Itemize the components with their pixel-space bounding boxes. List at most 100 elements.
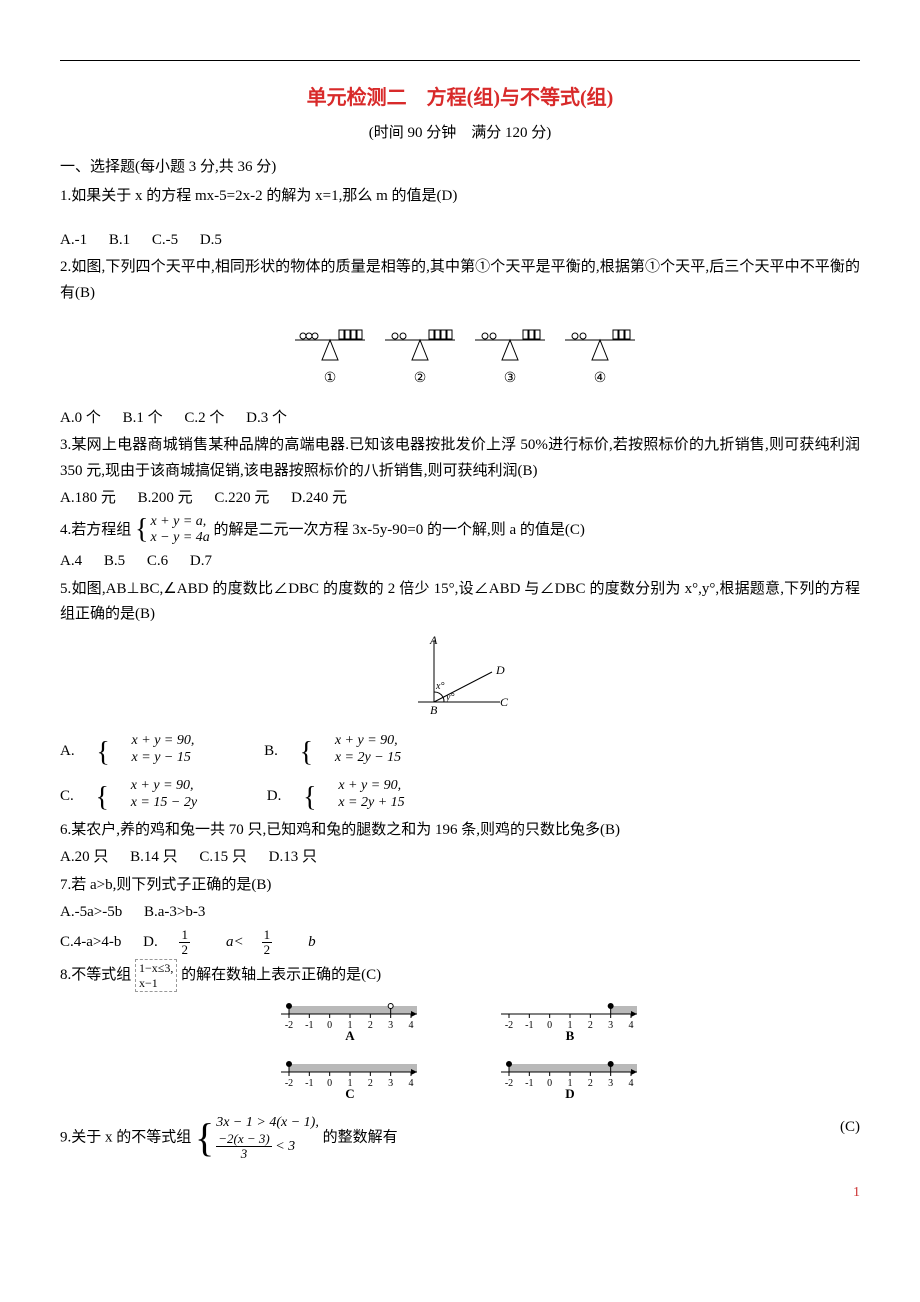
q6-opt-d: D.13 只 — [269, 845, 317, 871]
page-subtitle: (时间 90 分钟 满分 120 分) — [60, 121, 860, 147]
svg-text:D: D — [565, 1086, 574, 1100]
q3-opt-d: D.240 元 — [291, 486, 347, 512]
q1-options: A.-1 B.1 C.-5 D.5 — [60, 228, 860, 254]
q8-numline-a: -2-101234A — [275, 998, 425, 1052]
svg-text:3: 3 — [608, 1020, 613, 1031]
svg-text:0: 0 — [327, 1078, 332, 1089]
q7-opt-a: A.-5a>-5b — [60, 900, 122, 926]
svg-text:-1: -1 — [305, 1078, 313, 1089]
q8-boxed: 1−x≤3,x−1 — [135, 959, 177, 992]
q5-options-row2: C. { x + y = 90, x = 15 − 2y D. { x + y … — [60, 778, 860, 815]
q3-opt-c: C.220 元 — [214, 486, 269, 512]
svg-text:0: 0 — [327, 1020, 332, 1031]
q5-choice-a-label: A. — [60, 739, 75, 765]
svg-text:2: 2 — [368, 1078, 373, 1089]
q4-opt-d: D.7 — [190, 549, 212, 575]
q4-opt-b: B.5 — [104, 549, 125, 575]
q4-options: A.4 B.5 C.6 D.7 — [60, 549, 860, 575]
q5-d-row1: x + y = 90, — [338, 778, 404, 795]
q8-numline-b: -2-101234B — [495, 998, 645, 1052]
q6-opt-c: C.15 只 — [199, 845, 247, 871]
svg-text:3: 3 — [388, 1078, 393, 1089]
svg-text:2: 2 — [588, 1020, 593, 1031]
q5-c-row2: x = 15 − 2y — [131, 795, 197, 812]
svg-text:-1: -1 — [305, 1020, 313, 1031]
q4: 4.若方程组 { x + y = a, x − y = 4a 的解是二元一次方程… — [60, 514, 860, 548]
q8-numline-c: -2-101234C — [275, 1056, 425, 1110]
q5-a-row2: x = y − 15 — [132, 750, 195, 767]
q1-opt-a: A.-1 — [60, 228, 87, 254]
q3-options: A.180 元 B.200 元 C.220 元 D.240 元 — [60, 486, 860, 512]
q5-label-y: y° — [445, 692, 454, 703]
q5-label-D: D — [495, 663, 505, 677]
q2-label-3: ③ — [504, 371, 517, 386]
q6-options: A.20 只 B.14 只 C.15 只 D.13 只 — [60, 845, 860, 871]
q4-opt-a: A.4 — [60, 549, 82, 575]
q6-opt-a: A.20 只 — [60, 845, 108, 871]
svg-text:-2: -2 — [285, 1078, 293, 1089]
q5-b-row2: x = 2y − 15 — [335, 750, 401, 767]
q5-choice-d-label: D. — [267, 784, 282, 810]
q4-sys-row1: x + y = a, — [150, 514, 209, 531]
svg-text:-2: -2 — [505, 1020, 513, 1031]
q1-opt-c: C.-5 — [152, 228, 178, 254]
top-rule — [60, 60, 860, 61]
svg-text:4: 4 — [409, 1078, 414, 1089]
q6-text: 6.某农户,养的鸡和兔一共 70 只,已知鸡和兔的腿数之和为 196 条,则鸡的… — [60, 818, 860, 844]
q2-label-2: ② — [414, 371, 427, 386]
svg-text:-2: -2 — [505, 1078, 513, 1089]
svg-text:B: B — [566, 1028, 575, 1042]
q5-text: 5.如图,AB⊥BC,∠ABD 的度数比∠DBC 的度数的 2 倍少 15°,设… — [60, 577, 860, 628]
q5-label-C: C — [500, 695, 509, 709]
q7-opt-d: D. 12a<12b — [143, 928, 333, 958]
q2-figure: ① ② ③ ④ — [60, 312, 860, 400]
q5-label-x: x° — [435, 681, 444, 692]
q4-sys-row2: x − y = 4a — [150, 530, 209, 547]
q5-choice-b-label: B. — [264, 739, 278, 765]
q2-opt-a: A.0 个 — [60, 406, 101, 432]
svg-text:4: 4 — [629, 1078, 634, 1089]
q2-text: 2.如图,下列四个天平中,相同形状的物体的质量是相等的,其中第①个天平是平衡的,… — [60, 255, 860, 306]
svg-text:0: 0 — [547, 1020, 552, 1031]
svg-text:3: 3 — [608, 1078, 613, 1089]
svg-text:2: 2 — [588, 1078, 593, 1089]
q5-figure: A D C B x° y° — [60, 634, 860, 728]
q1-opt-d: D.5 — [200, 228, 222, 254]
q8-prefix: 8.不等式组 — [60, 967, 131, 983]
q7-text: 7.若 a>b,则下列式子正确的是(B) — [60, 873, 860, 899]
q2-label-1: ① — [324, 371, 337, 386]
svg-text:3: 3 — [388, 1020, 393, 1031]
q5-a-row1: x + y = 90, — [132, 733, 195, 750]
q4-suffix: 的解是二元一次方程 3x-5y-90=0 的一个解,则 a 的值是(C) — [214, 522, 585, 538]
q2-opt-d: D.3 个 — [246, 406, 287, 432]
q3-text: 3.某网上电器商城销售某种品牌的高端电器.已知该电器按批发价上浮 50%进行标价… — [60, 433, 860, 484]
svg-text:C: C — [345, 1086, 354, 1100]
q2-options: A.0 个 B.1 个 C.2 个 D.3 个 — [60, 406, 860, 432]
page-number: 1 — [60, 1181, 860, 1205]
q9-row1: 3x − 1 > 4(x − 1), — [216, 1115, 319, 1132]
q5-options-row1: A. { x + y = 90, x = y − 15 B. { x + y =… — [60, 733, 860, 770]
svg-text:-1: -1 — [525, 1078, 533, 1089]
q4-prefix: 4.若方程组 — [60, 522, 131, 538]
q1-opt-b: B.1 — [109, 228, 130, 254]
q8-numline-d: -2-101234D — [495, 1056, 645, 1110]
q3-opt-b: B.200 元 — [138, 486, 193, 512]
q5-label-A: A — [429, 634, 438, 647]
q6-opt-b: B.14 只 — [130, 845, 178, 871]
q5-c-row1: x + y = 90, — [131, 778, 197, 795]
q7-options-line2: C.4-a>4-b D. 12a<12b — [60, 928, 860, 958]
q5-label-B: B — [430, 703, 438, 717]
svg-text:A: A — [345, 1028, 355, 1042]
q2-opt-c: C.2 个 — [184, 406, 224, 432]
svg-text:2: 2 — [368, 1020, 373, 1031]
q9-suffix: 的整数解有 — [323, 1130, 398, 1146]
q5-d-row2: x = 2y + 15 — [338, 795, 404, 812]
q8: 8.不等式组 1−x≤3,x−1 的解在数轴上表示正确的是(C) — [60, 959, 860, 992]
q9-row2: −2(x − 3)3 < 3 — [216, 1132, 319, 1162]
q7-options-line1: A.-5a>-5b B.a-3>b-3 — [60, 900, 860, 926]
svg-text:0: 0 — [547, 1078, 552, 1089]
q1-text: 1.如果关于 x 的方程 mx-5=2x-2 的解为 x=1,那么 m 的值是(… — [60, 184, 860, 210]
q8-numline-choices: -2-101234A -2-101234B -2-101234C -2-1012… — [60, 998, 860, 1109]
page-title: 单元检测二 方程(组)与不等式(组) — [60, 81, 860, 115]
q9-answer-mark: (C) — [840, 1115, 860, 1141]
